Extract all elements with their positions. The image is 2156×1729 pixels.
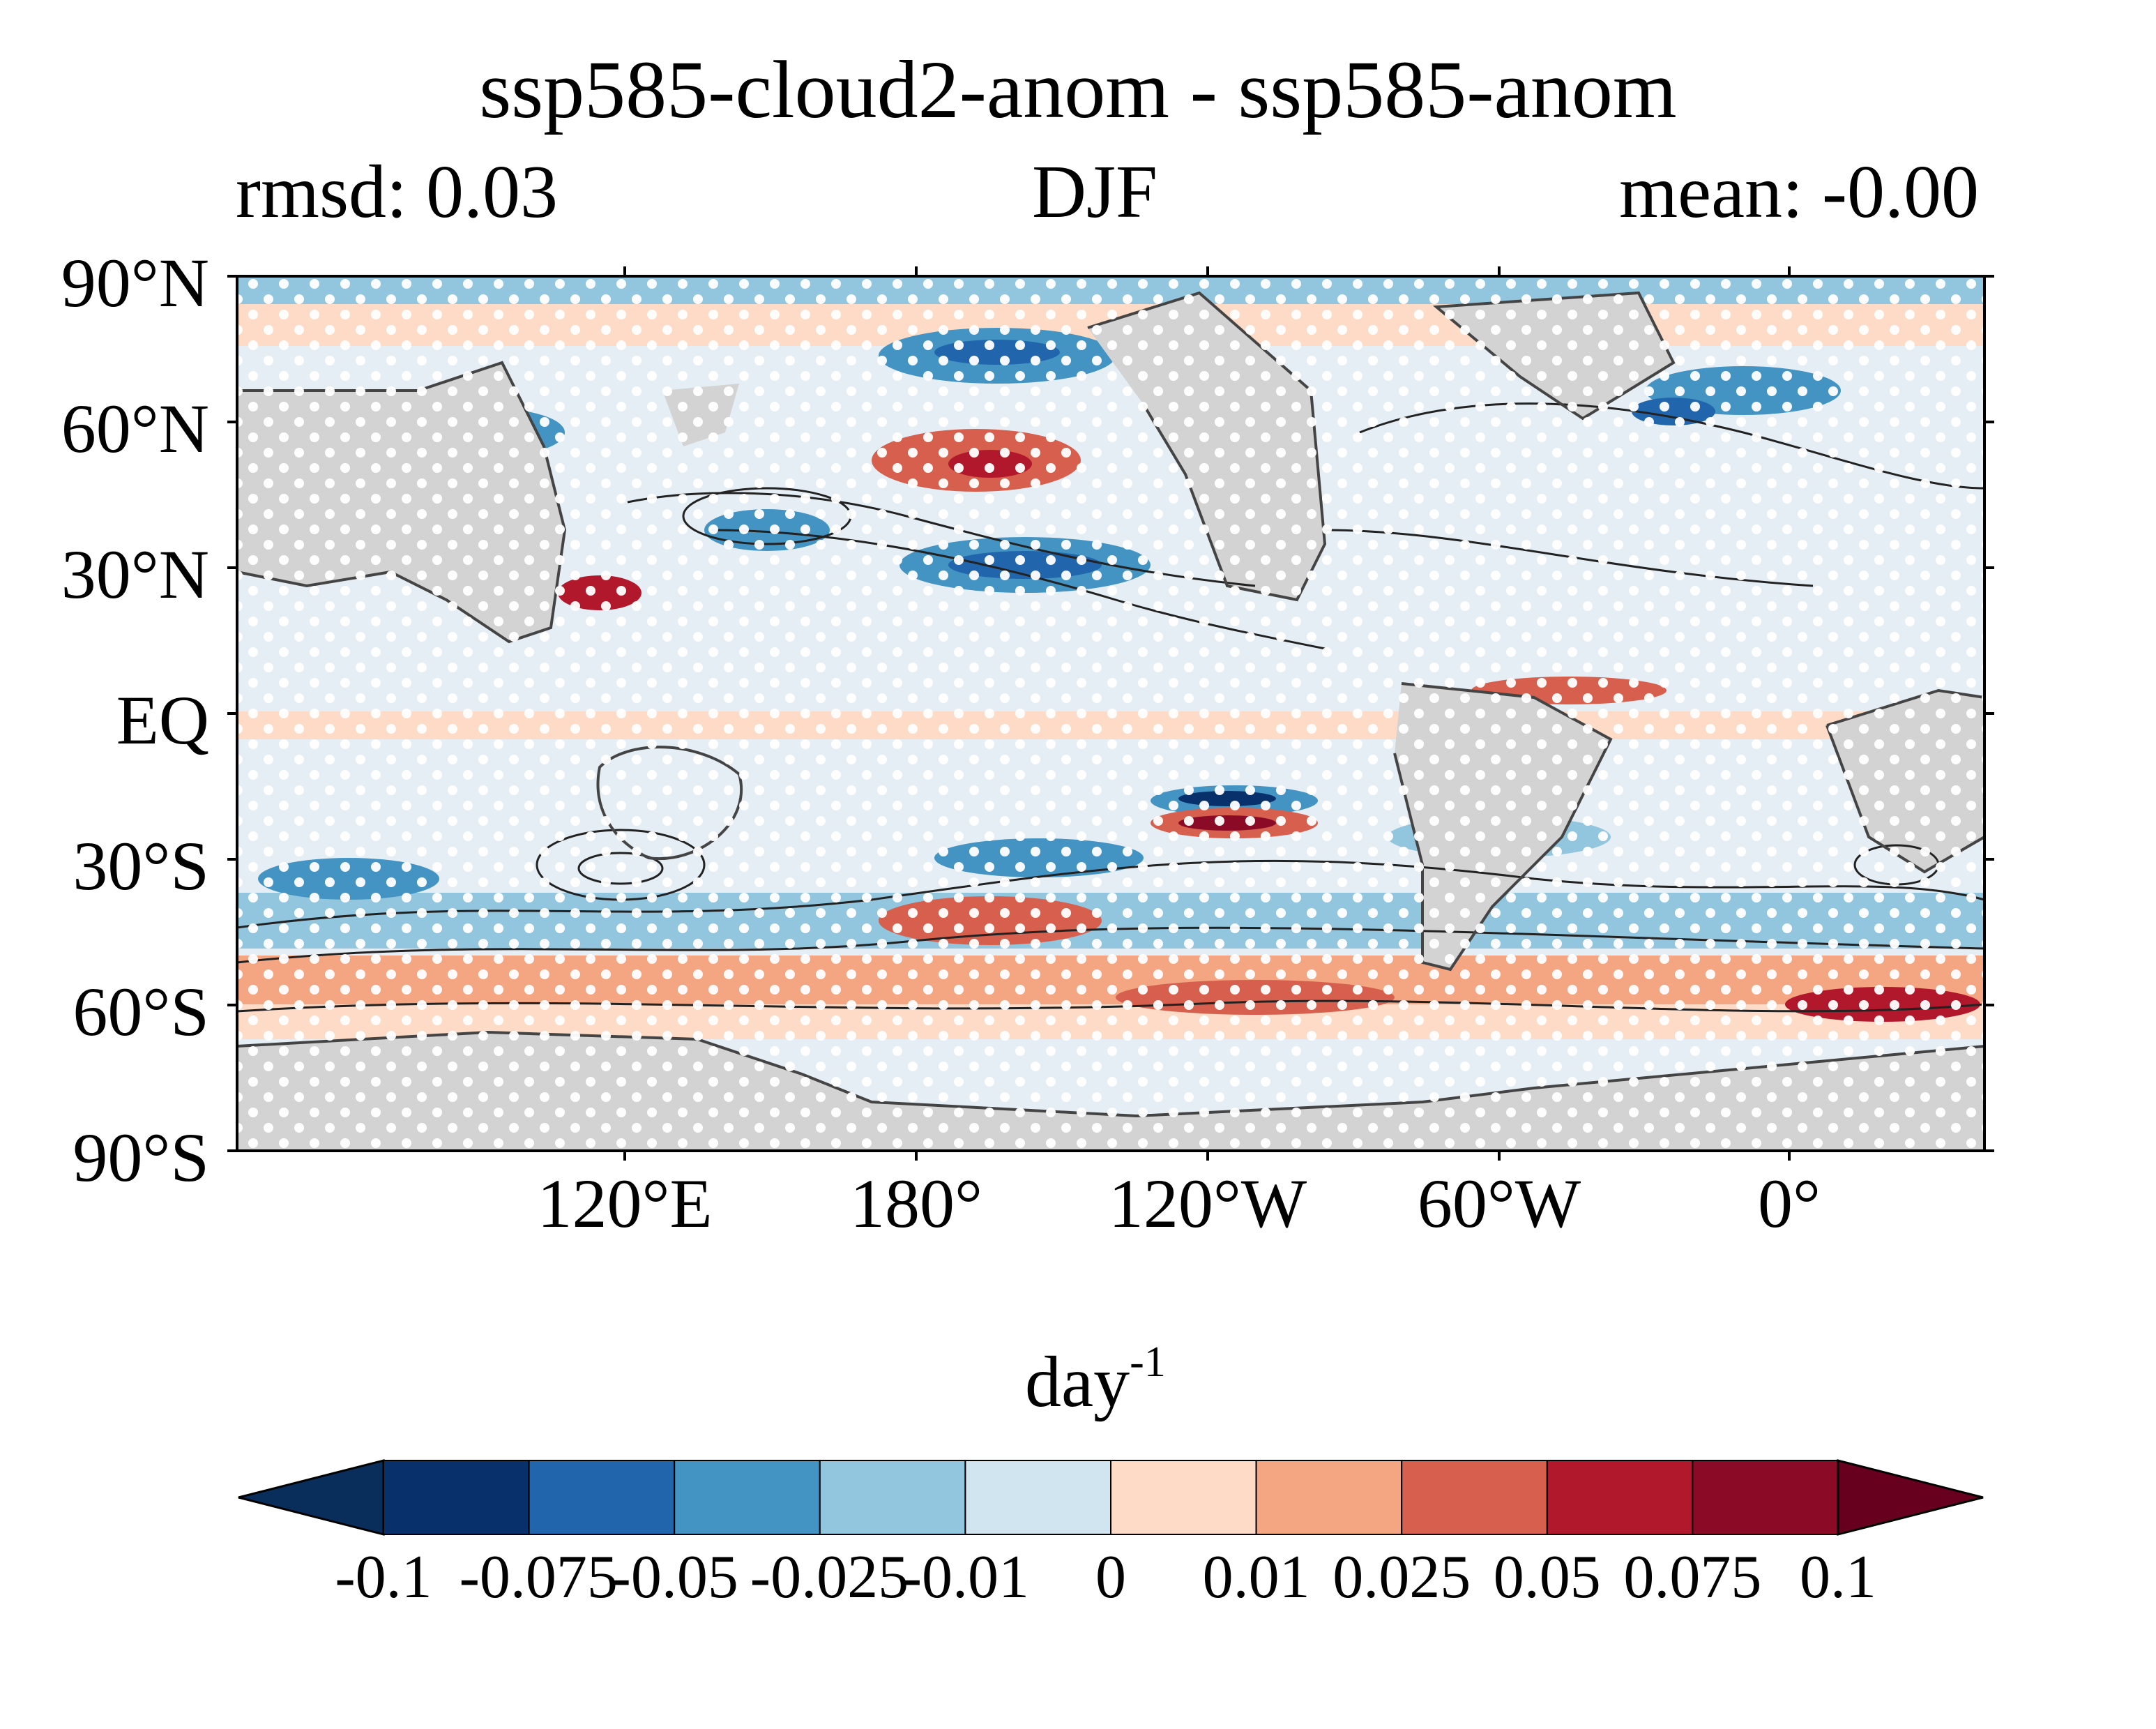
colorbar-tick-label: 0 [1095, 1543, 1126, 1611]
lon-tick-label: 0° [1758, 1165, 1821, 1242]
colorbar-segment [674, 1460, 821, 1535]
mean-label: mean: -0.00 [1619, 151, 1979, 234]
colorbar-tick-label: -0.01 [901, 1543, 1030, 1611]
map-field [237, 276, 1984, 1151]
colorbar-tick-label: 0.1 [1800, 1543, 1876, 1611]
colorbar-extend-low [238, 1459, 385, 1536]
map-ticks [227, 266, 1994, 1161]
lat-tick-label: 30°N [61, 536, 209, 613]
lat-tick-label: EQ [116, 681, 209, 759]
lat-tick-label: 60°S [73, 973, 209, 1050]
colorbar-unit-label: day-1 [1025, 1338, 1166, 1422]
colorbar-segment [819, 1460, 966, 1535]
colorbar [238, 1459, 1984, 1536]
colorbar-segment [383, 1460, 530, 1535]
colorbar-tick-label: -0.025 [750, 1543, 909, 1611]
lat-tick-label: 90°S [73, 1119, 209, 1196]
lat-tick-label: 60°N [61, 390, 209, 467]
lon-tick-label: 180° [850, 1165, 982, 1242]
colorbar-tick-label: 0.01 [1202, 1543, 1310, 1611]
figure-title: ssp585-cloud2-anom - ssp585-anom [479, 44, 1677, 135]
lon-tick-label: 120°W [1108, 1165, 1307, 1242]
colorbar-tick-label: 0.025 [1333, 1543, 1471, 1611]
colorbar-tick-label: -0.075 [459, 1543, 618, 1611]
lon-tick-label: 120°E [537, 1165, 713, 1242]
colorbar-tick-label: -0.05 [610, 1543, 738, 1611]
colorbar-extend-high [1837, 1459, 1984, 1536]
colorbar-segment [1546, 1460, 1694, 1535]
colorbar-tick-label: 0.05 [1493, 1543, 1601, 1611]
rmsd-label: rmsd: 0.03 [236, 151, 559, 234]
colorbar-tick-label: 0.075 [1623, 1543, 1762, 1611]
colorbar-segment [1401, 1460, 1548, 1535]
colorbar-tick-label: -0.1 [335, 1543, 432, 1611]
colorbar-segment [1255, 1460, 1403, 1535]
season-label: DJF [1032, 151, 1158, 234]
colorbar-segment [528, 1460, 676, 1535]
lon-tick-label: 60°W [1417, 1165, 1581, 1242]
colorbar-segment [1110, 1460, 1257, 1535]
lat-tick-label: 90°N [61, 244, 209, 322]
colorbar-segment [964, 1460, 1112, 1535]
colorbar-segment [1692, 1460, 1839, 1535]
lat-tick-label: 30°S [73, 827, 209, 905]
